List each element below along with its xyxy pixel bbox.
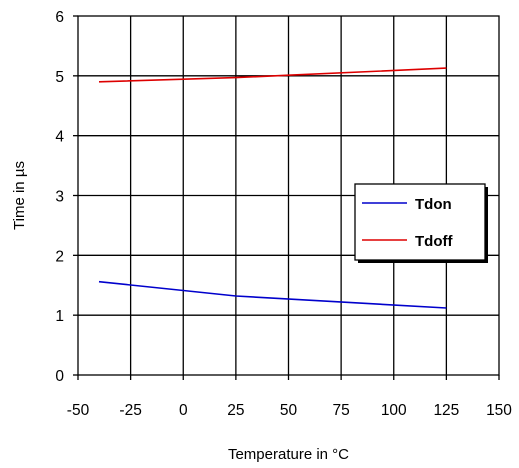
- legend: Tdon Tdoff: [354, 183, 488, 263]
- x-tick-label: 50: [280, 402, 298, 419]
- series-layer: [98, 67, 447, 309]
- y-tick-label: 2: [55, 248, 64, 265]
- y-tick-label: 0: [55, 368, 64, 385]
- y-tick-label: 4: [55, 129, 64, 146]
- y-tick-label: 5: [55, 69, 64, 86]
- y-tick-label: 6: [55, 9, 64, 26]
- legend-box: [354, 183, 486, 261]
- series-line-tdoff: [98, 67, 447, 83]
- legend-label-tdon: Tdon: [415, 196, 452, 213]
- x-tick-label: 100: [381, 402, 407, 419]
- y-tick-label: 3: [55, 189, 64, 206]
- y-axis-label: Time in µs: [11, 161, 28, 230]
- x-tick-label: -50: [67, 402, 90, 419]
- x-tick-label: 25: [227, 402, 244, 419]
- legend-label-tdoff: Tdoff: [415, 233, 453, 250]
- x-tick-label: 0: [179, 402, 188, 419]
- x-tick-label: -25: [119, 402, 141, 419]
- x-tick-label: 125: [433, 402, 459, 419]
- x-axis-label: Temperature in °C: [228, 446, 349, 463]
- x-tick-label: 75: [333, 402, 350, 419]
- x-tick-labels: -50 -25 0 25 50 75 100 125 150: [67, 375, 512, 419]
- series-line-tdon: [98, 280, 447, 309]
- y-tick-labels: 0 1 2 3 4 5 6: [55, 9, 78, 385]
- y-tick-label: 1: [55, 308, 64, 325]
- x-tick-label: 150: [486, 402, 512, 419]
